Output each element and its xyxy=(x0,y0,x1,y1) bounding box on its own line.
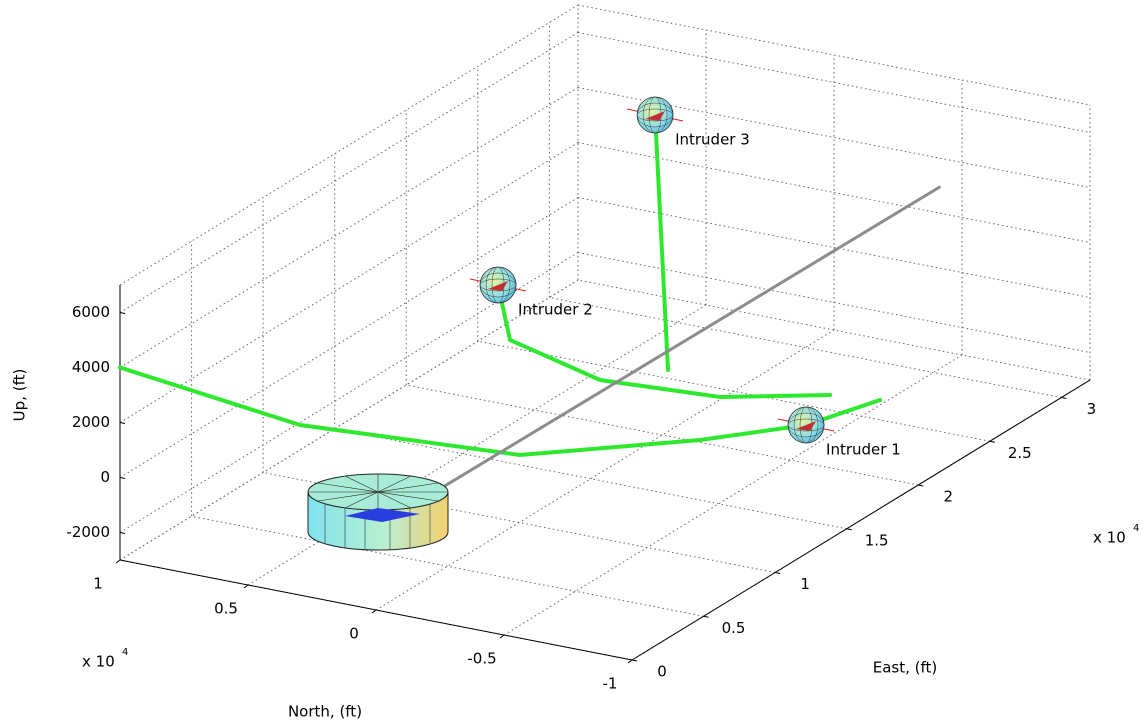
grid-line xyxy=(577,197,1091,298)
sphere-mesh xyxy=(787,412,825,438)
tick-mark xyxy=(1061,397,1067,399)
sphere-mesh xyxy=(642,96,668,134)
y-tick-label: 1 xyxy=(93,575,103,593)
grid-line xyxy=(191,515,704,617)
intruder-icon xyxy=(645,111,666,122)
tick-mark xyxy=(918,484,924,487)
y-tick-label: 0.5 xyxy=(214,600,238,618)
x-axis-line xyxy=(631,379,1091,661)
tick-mark xyxy=(631,659,638,662)
trajectory xyxy=(118,365,883,458)
x-axis-title: East, (ft) xyxy=(873,659,938,677)
annotation: Intruder 2 xyxy=(518,301,593,319)
tick-mark xyxy=(371,609,377,614)
tick-mark xyxy=(989,440,995,443)
sphere-mesh xyxy=(479,272,517,298)
sphere-mesh xyxy=(793,406,819,444)
annotation: Intruder 3 xyxy=(675,131,750,149)
box-edge xyxy=(577,279,1091,381)
cylinder-mesh xyxy=(324,503,431,550)
tick-mark xyxy=(703,615,709,618)
box-edge xyxy=(119,4,579,286)
tick-mark xyxy=(627,659,633,664)
z-axis-title: Up, (ft) xyxy=(11,369,29,422)
tick-mark xyxy=(499,634,505,639)
grid-line xyxy=(119,87,579,368)
tick-mark xyxy=(243,584,249,589)
tick-mark xyxy=(119,477,126,479)
x-multiplier-exponent: 4 xyxy=(1133,523,1139,534)
trajectory xyxy=(496,283,833,399)
cylinder-top-mesh xyxy=(308,474,448,510)
intruder-marker xyxy=(777,406,835,444)
grid-line xyxy=(577,32,1091,133)
z-tick-label: -2000 xyxy=(66,523,110,541)
intruder-icon xyxy=(796,421,817,431)
tick-mark xyxy=(115,559,121,564)
intruder-marker xyxy=(626,96,684,134)
x-tick-label: 0 xyxy=(657,663,667,681)
grid-line xyxy=(577,142,1091,243)
box-edge xyxy=(577,4,1091,106)
tick-mark xyxy=(119,422,126,424)
grid-line xyxy=(375,329,835,611)
tick-mark xyxy=(846,528,852,531)
y-multiplier: x 10 xyxy=(82,653,115,671)
y-tick-label: -1 xyxy=(603,675,618,693)
tick-mark xyxy=(119,312,126,314)
intruder-icon xyxy=(488,281,509,292)
aircraft-icon xyxy=(345,508,420,522)
ownship-volume xyxy=(307,473,449,551)
grid-line xyxy=(334,428,847,530)
grid-line xyxy=(477,340,990,442)
trajectory xyxy=(374,185,941,529)
trajectory xyxy=(653,113,671,372)
grid-line xyxy=(549,297,1062,398)
x-tick-label: 0.5 xyxy=(722,619,746,637)
x-tick-label: 2.5 xyxy=(1008,444,1032,462)
grid-line xyxy=(263,472,776,573)
z-tick-label: 0 xyxy=(100,468,110,486)
sphere-mesh xyxy=(485,266,511,304)
z-tick-label: 2000 xyxy=(72,413,110,431)
y-tick-label: 0 xyxy=(349,625,359,643)
x-tick-label: 2 xyxy=(943,488,953,506)
y-axis-line xyxy=(119,559,633,661)
z-tick-label: 6000 xyxy=(72,303,110,321)
plot-area: 0 0.5 1 1.5 2 2.5 3 -1 -0.5 0 0.5 1 -2000 0 2000 4000 60… xyxy=(66,4,1097,693)
x-tick-label: 1.5 xyxy=(865,531,889,549)
annotation: Intruder 1 xyxy=(826,441,901,459)
y-axis-title: North, (ft) xyxy=(288,703,362,721)
intruder-marker xyxy=(469,266,527,304)
sphere-mesh xyxy=(636,102,674,128)
y-multiplier-exponent: 4 xyxy=(122,647,128,658)
tick-mark xyxy=(775,572,781,574)
y-tick-label: -0.5 xyxy=(467,650,496,668)
grid-line xyxy=(406,384,919,486)
x-multiplier: x 10 xyxy=(1093,529,1126,547)
x-tick-label: 3 xyxy=(1087,400,1097,418)
tick-mark xyxy=(119,532,126,534)
z-tick-label: 4000 xyxy=(72,358,110,376)
x-tick-label: 1 xyxy=(800,575,810,593)
